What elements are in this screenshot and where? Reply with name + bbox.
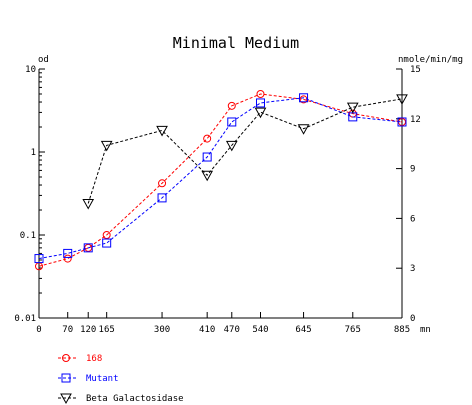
point-marker: [397, 117, 407, 127]
x-unit-label: mn: [420, 325, 431, 335]
legend-item: Mutant: [58, 373, 119, 384]
point-marker: [396, 94, 408, 105]
point-marker: [202, 152, 212, 162]
x-tick-label: 70: [62, 325, 73, 335]
right-tick-label: 3: [410, 264, 415, 274]
x-tick-label: 120: [80, 325, 96, 335]
x-tick-label: 165: [99, 325, 115, 335]
series-beta-galactosidase: [82, 94, 408, 210]
x-tick-label: 0: [36, 325, 41, 335]
series-168: [35, 89, 406, 271]
axes: 0.01 0.1 1 10 0 3 6 9 12 15 0 70 120 165 300 410 470 540 6…: [14, 65, 431, 335]
point-marker: [82, 198, 95, 210]
right-tick-label: 9: [410, 165, 415, 175]
point-marker: [255, 98, 265, 108]
point-marker: [225, 140, 238, 152]
legend-label: 168: [86, 354, 102, 364]
series-line: [38, 93, 403, 267]
right-tick-label: 15: [410, 65, 421, 75]
left-tick-label: 0.01: [14, 314, 36, 324]
legend-item: Beta Galactosidase: [58, 393, 184, 405]
x-tick-label: 540: [252, 325, 268, 335]
legend-item: 168: [58, 354, 102, 364]
point-marker: [158, 179, 167, 188]
point-marker: [156, 125, 168, 137]
right-tick-label: 6: [410, 214, 415, 224]
point-marker: [157, 193, 167, 203]
right-tick-label: 0: [410, 314, 415, 324]
point-marker: [299, 93, 309, 103]
point-marker: [102, 231, 111, 239]
point-marker: [227, 101, 236, 110]
series-line: [87, 98, 403, 204]
x-tick-label: 885: [394, 325, 410, 335]
chart-title: Minimal Medium: [173, 34, 299, 52]
point-marker: [346, 102, 359, 114]
x-tick-label: 410: [199, 325, 215, 335]
legend-label: Beta Galactosidase: [86, 394, 184, 404]
point-marker: [83, 243, 93, 253]
left-axis-label: od: [38, 55, 49, 65]
x-tick-label: 470: [224, 325, 240, 335]
left-tick-label: 0.1: [20, 231, 36, 241]
left-tick-label: 1: [31, 148, 36, 158]
point-marker: [102, 238, 112, 248]
left-tick-label: 10: [25, 65, 36, 75]
point-marker: [100, 140, 113, 152]
point-marker: [60, 393, 72, 405]
x-tick-label: 645: [295, 325, 311, 335]
point-marker: [201, 170, 214, 182]
right-axis-label: nmole/min/mg: [398, 55, 463, 65]
legend-label: Mutant: [86, 374, 119, 384]
point-marker: [227, 117, 237, 127]
point-marker: [254, 107, 267, 119]
x-tick-label: 300: [154, 325, 170, 335]
right-tick-label: 12: [410, 115, 421, 125]
point-marker: [203, 134, 212, 143]
series-mutant: [34, 93, 407, 264]
point-marker: [256, 89, 265, 98]
series-layer: [34, 89, 408, 271]
point-marker: [62, 354, 70, 362]
point-marker: [34, 254, 44, 264]
x-tick-label: 765: [345, 325, 361, 335]
series-line: [38, 97, 403, 260]
point-marker: [63, 254, 72, 263]
point-marker: [297, 124, 310, 135]
point-marker: [63, 248, 73, 258]
point-marker: [61, 373, 71, 383]
legend: 168 Mutant Beta Galactosidase: [58, 354, 184, 405]
